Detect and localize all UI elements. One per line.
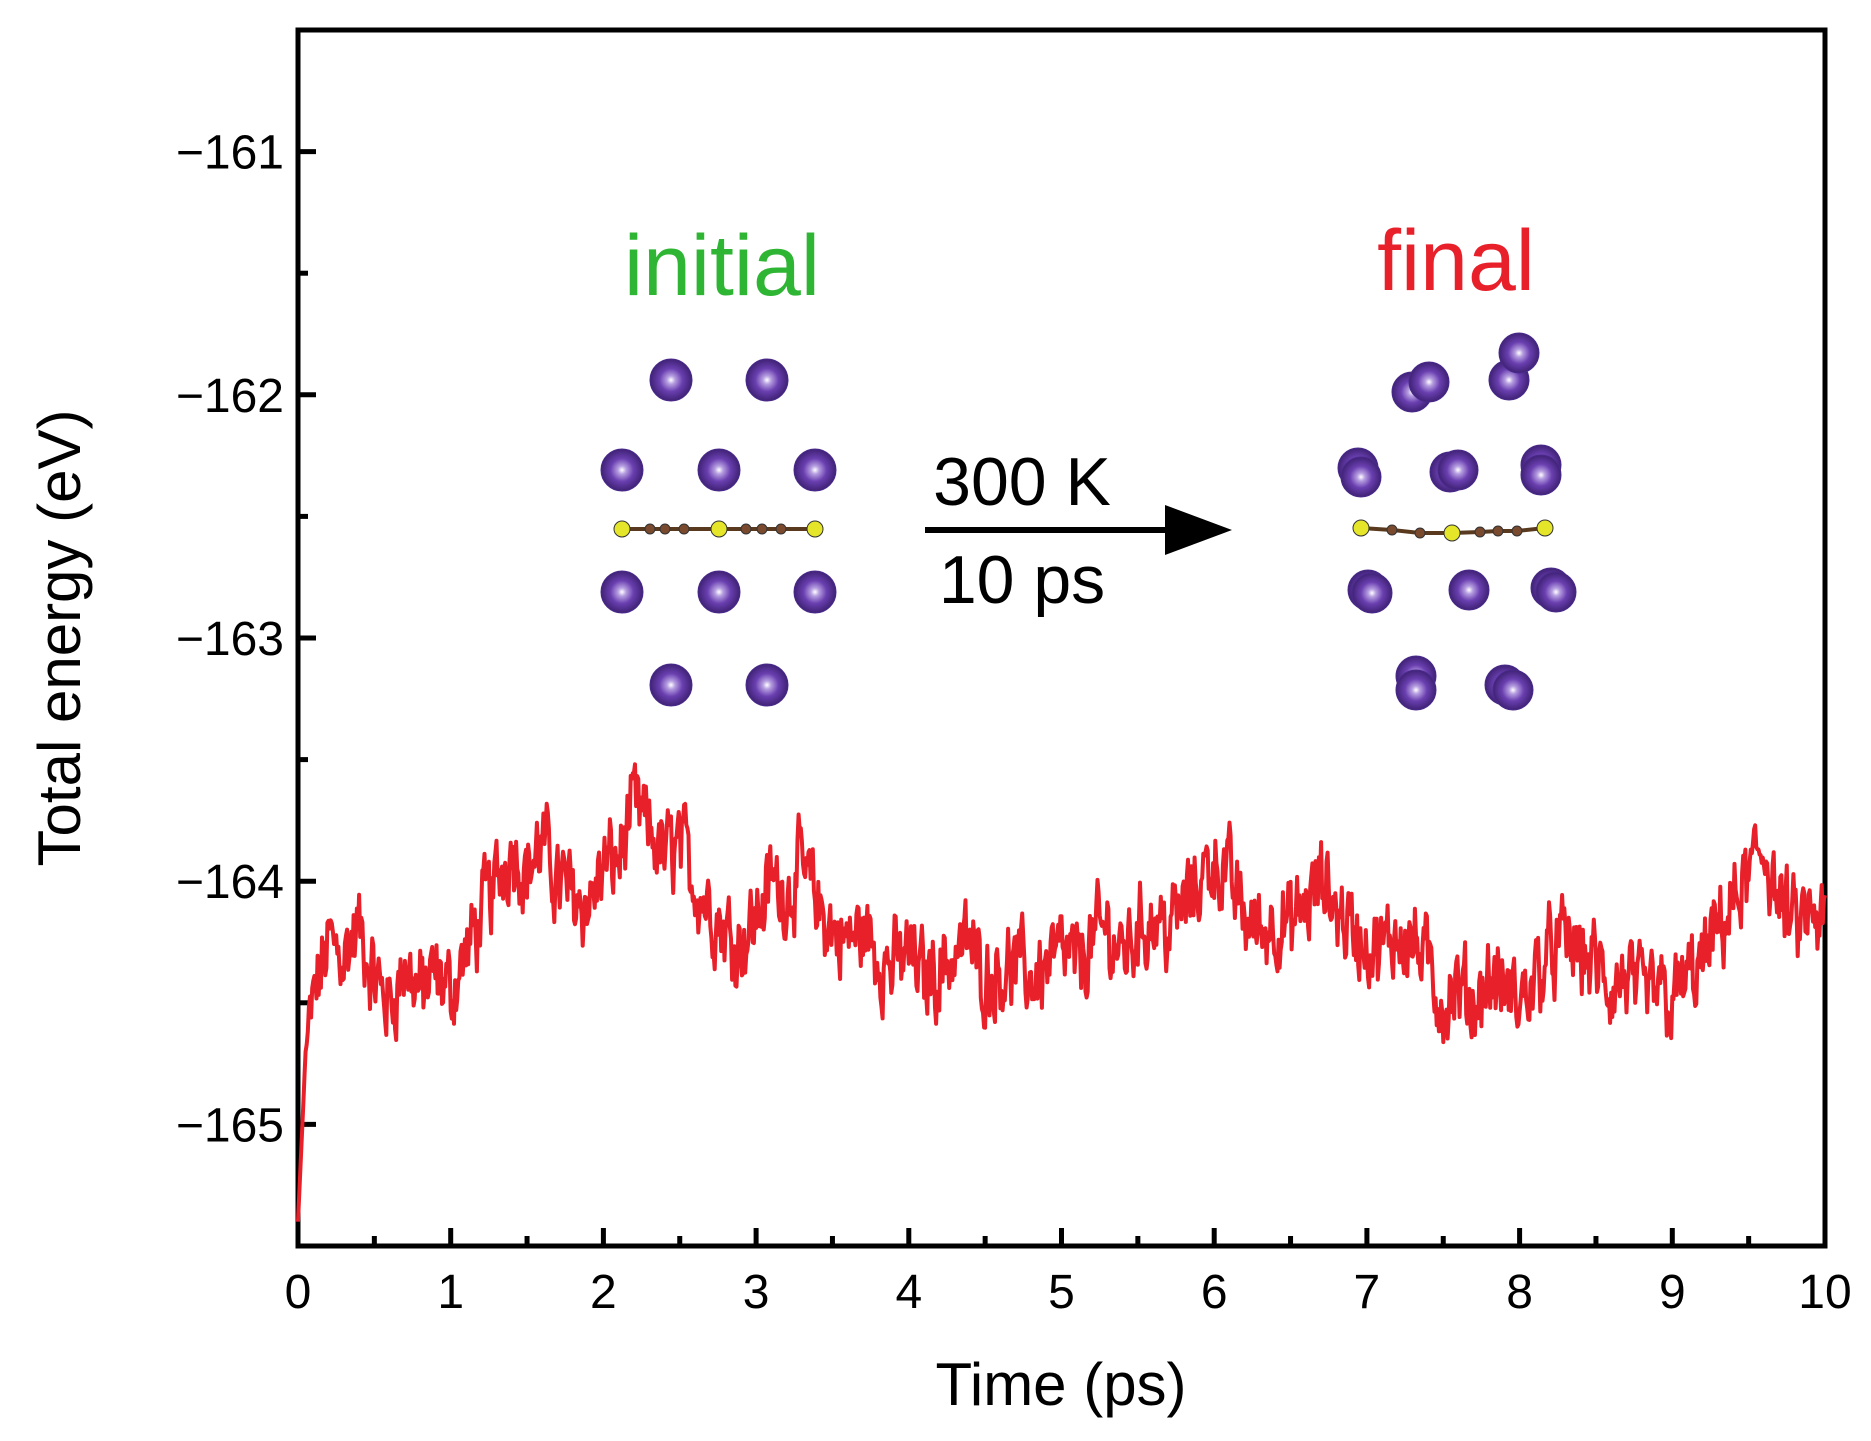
y-tick-label: −165 bbox=[176, 1099, 284, 1152]
y-tick-label: −163 bbox=[176, 613, 284, 666]
chain-atom bbox=[1536, 519, 1554, 537]
atom bbox=[1520, 454, 1562, 496]
x-tick-label: 8 bbox=[1506, 1266, 1533, 1319]
chain-atom bbox=[1511, 525, 1523, 537]
chain-atom bbox=[1414, 527, 1426, 539]
x-tick-label: 4 bbox=[895, 1266, 922, 1319]
x-tick-label: 6 bbox=[1201, 1266, 1228, 1319]
y-tick-label: −161 bbox=[176, 127, 284, 180]
y-axis-ticks: −165 −164 −163 −162 −161 bbox=[176, 27, 316, 1249]
initial-label: initial bbox=[624, 218, 820, 314]
chain-atom bbox=[756, 523, 768, 535]
atom bbox=[793, 448, 837, 492]
initial-structure bbox=[600, 358, 837, 707]
atom bbox=[1351, 572, 1393, 614]
x-tick-label: 0 bbox=[285, 1266, 312, 1319]
x-axis-title: Time (ps) bbox=[935, 1351, 1186, 1418]
chain-atom bbox=[1352, 519, 1370, 537]
chain-atom bbox=[740, 523, 752, 535]
x-tick-label: 5 bbox=[1048, 1266, 1075, 1319]
atom bbox=[1340, 456, 1382, 498]
chain-atom bbox=[678, 523, 690, 535]
chain-atom bbox=[644, 523, 656, 535]
x-tick-label: 7 bbox=[1354, 1266, 1381, 1319]
atom bbox=[697, 570, 741, 614]
chain-atom bbox=[1492, 525, 1504, 537]
chain-atom bbox=[1474, 526, 1486, 538]
y-axis-title: Total energy (eV) bbox=[26, 410, 93, 867]
chain-atom bbox=[775, 523, 787, 535]
series-line-total-energy bbox=[296, 762, 1827, 1222]
atom bbox=[1408, 361, 1450, 403]
chain-atom bbox=[659, 523, 671, 535]
atom bbox=[1448, 569, 1490, 611]
x-tick-label: 9 bbox=[1659, 1266, 1686, 1319]
atom bbox=[697, 448, 741, 492]
arrow-duration-label: 10 ps bbox=[939, 542, 1105, 618]
chain-atom bbox=[1386, 524, 1398, 536]
atom bbox=[745, 663, 789, 707]
chain-atom bbox=[710, 520, 728, 538]
final-label: final bbox=[1377, 213, 1535, 309]
atom bbox=[793, 570, 837, 614]
transition-arrow bbox=[925, 505, 1232, 555]
chain-atom bbox=[613, 520, 631, 538]
atom bbox=[1395, 669, 1437, 711]
x-tick-label: 2 bbox=[590, 1266, 617, 1319]
x-tick-label: 3 bbox=[743, 1266, 770, 1319]
atom bbox=[1498, 332, 1540, 374]
atom bbox=[600, 448, 644, 492]
plot-frame bbox=[295, 27, 1828, 1249]
atom bbox=[649, 358, 693, 402]
atom bbox=[649, 663, 693, 707]
chain-atom bbox=[1443, 524, 1461, 542]
final-structure bbox=[1337, 332, 1577, 711]
atom bbox=[1492, 669, 1534, 711]
x-axis-ticks: 0 1 2 3 4 5 6 7 8 9 10 bbox=[285, 1228, 1852, 1319]
y-tick-label: −162 bbox=[176, 370, 284, 423]
atom bbox=[1437, 449, 1479, 491]
atom bbox=[745, 358, 789, 402]
atom bbox=[600, 570, 644, 614]
x-tick-label: 1 bbox=[437, 1266, 464, 1319]
atom bbox=[1535, 571, 1577, 613]
y-tick-label: −164 bbox=[176, 856, 284, 909]
arrow-temperature-label: 300 K bbox=[933, 444, 1111, 520]
x-tick-label: 10 bbox=[1798, 1266, 1851, 1319]
chain-atom bbox=[806, 520, 824, 538]
arrow-head bbox=[1165, 505, 1232, 555]
